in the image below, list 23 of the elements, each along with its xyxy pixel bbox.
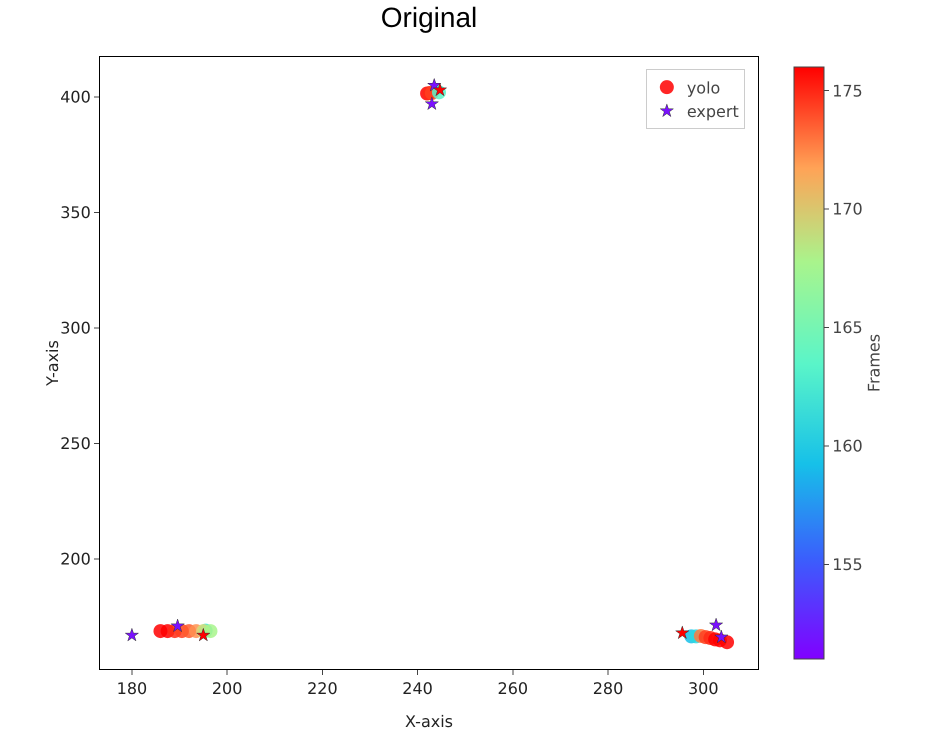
color-bar-label: 175 xyxy=(832,81,863,100)
chart-title: Original xyxy=(380,2,478,33)
y-tick-label: 250 xyxy=(60,434,91,454)
y-tick-label: 200 xyxy=(60,550,91,569)
y-tick-label: 300 xyxy=(60,318,91,338)
legend-label: expert xyxy=(686,102,739,122)
color-bar-label: 160 xyxy=(832,436,863,456)
x-tick-label: 240 xyxy=(402,679,433,698)
x-tick-label: 220 xyxy=(307,679,338,698)
legend-label: yolo xyxy=(686,78,720,98)
color-bar-label: 155 xyxy=(832,554,863,574)
y-tick-label: 350 xyxy=(60,203,91,222)
y-axis-title: Y-axis xyxy=(43,340,62,387)
x-tick-label: 180 xyxy=(116,679,148,698)
color-bar-label: 165 xyxy=(832,318,863,338)
x-tick-label: 260 xyxy=(498,679,528,698)
x-axis-title: X-axis xyxy=(405,712,453,731)
x-tick-label: 300 xyxy=(688,679,719,698)
color-bar-title: Frames xyxy=(864,334,884,392)
y-tick-label: 400 xyxy=(60,88,91,107)
color-bar-label: 170 xyxy=(832,200,863,219)
x-tick-label: 200 xyxy=(212,679,242,698)
x-tick-label: 280 xyxy=(592,679,624,698)
